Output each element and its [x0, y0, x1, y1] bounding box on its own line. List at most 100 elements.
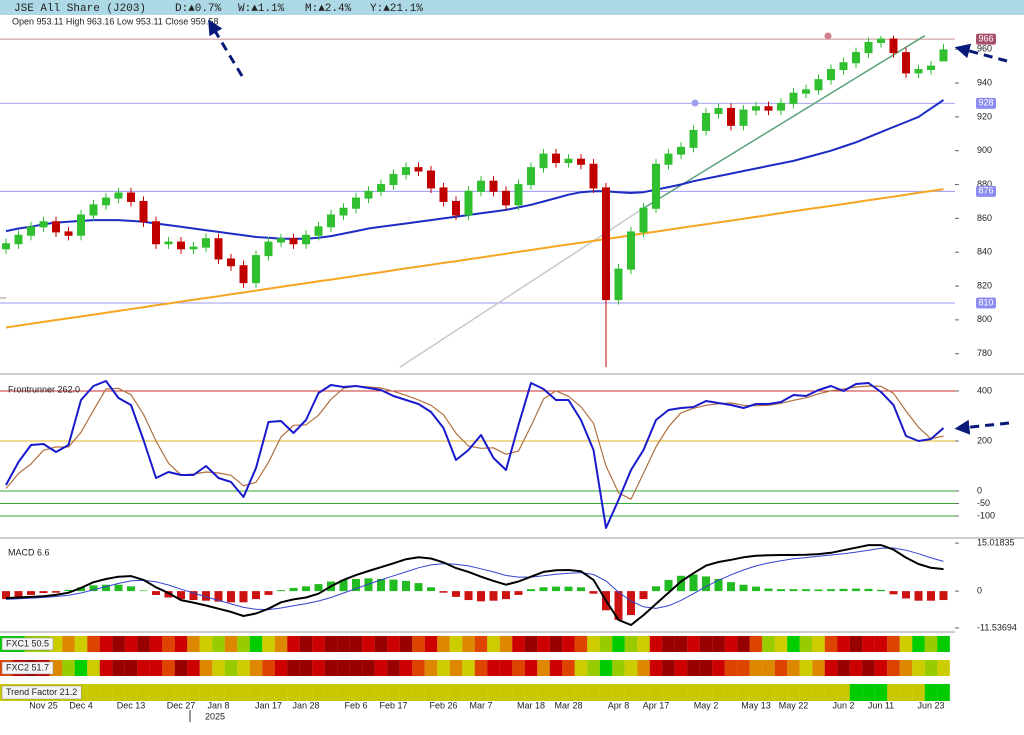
header-bar [0, 0, 1024, 15]
y-tick-label: 840 [977, 247, 992, 257]
histogram-bar [639, 591, 648, 600]
level-badge [976, 185, 996, 197]
candle-body [877, 38, 885, 43]
candle-body [14, 234, 23, 245]
histogram-bar [514, 591, 523, 595]
candle-body [377, 184, 385, 192]
strip-label: Trend Factor 21.2 [6, 687, 77, 697]
heat-cell [787, 660, 800, 676]
histogram-bar [627, 591, 635, 616]
x-tick-label: Feb 26 [429, 700, 457, 710]
candle-body [139, 200, 148, 223]
heat-cell [812, 636, 825, 652]
heat-cell [337, 636, 350, 652]
heat-cell [112, 636, 125, 652]
histogram-bar [702, 576, 710, 592]
histogram-bar [877, 589, 885, 592]
heat-cell [374, 684, 388, 701]
heat-cell [99, 636, 113, 652]
heat-cell [512, 684, 525, 701]
heat-cell [887, 660, 900, 676]
heat-cell [612, 636, 625, 652]
heat-cell [649, 684, 663, 701]
heat-cell [824, 660, 838, 676]
heat-cell [299, 684, 313, 701]
x-tick-label: Mar 28 [554, 700, 582, 710]
heat-cell [199, 636, 213, 652]
heat-cell [499, 684, 513, 701]
histogram-bar [764, 588, 773, 592]
heat-cell [112, 660, 125, 676]
heat-cell [624, 684, 638, 701]
heat-cell [749, 636, 763, 652]
x-tick-label: Jan 8 [207, 700, 229, 710]
heat-cell [749, 684, 763, 701]
heat-cell [637, 636, 650, 652]
heat-cell [287, 660, 300, 676]
histogram-bar [39, 591, 48, 594]
heat-cell [324, 660, 338, 676]
y-tick-label: 860 [977, 213, 992, 223]
heat-cell [487, 684, 500, 701]
heat-cell [849, 636, 863, 652]
heat-cell [487, 660, 500, 676]
heat-cell [537, 684, 550, 701]
histogram-bar [789, 589, 798, 592]
heat-cell [499, 660, 513, 676]
heat-cell [512, 660, 525, 676]
heat-cell [449, 684, 463, 701]
heat-cell [487, 636, 500, 652]
heat-cell [212, 684, 225, 701]
candle-body [527, 167, 535, 186]
heat-cell [337, 660, 350, 676]
heat-cell [287, 636, 300, 652]
x-tick-label: Feb 17 [379, 700, 407, 710]
plot: 960 940 920 900 880 860 840 820 800 780 966 928 876 8… [0, 33, 1017, 710]
candle-body [927, 65, 935, 71]
candle-body [339, 207, 348, 216]
heat-cell [699, 636, 713, 652]
histogram-bar [264, 591, 273, 595]
histogram-bar [2, 591, 10, 600]
histogram-bar [727, 582, 735, 592]
histogram-bar [564, 586, 573, 592]
heat-cell [587, 636, 600, 652]
histogram-bar [539, 587, 548, 592]
heat-cell [574, 684, 588, 701]
heat-cell [474, 636, 488, 652]
histogram-bar [939, 591, 948, 601]
heat-cell [537, 660, 550, 676]
candle-body [464, 190, 473, 216]
heat-cell [937, 684, 950, 701]
heat-cell [349, 684, 363, 701]
heat-cell [624, 660, 638, 676]
candle-body [914, 69, 923, 74]
stat: M:▲2.4% [305, 3, 352, 15]
candle-body [452, 200, 460, 216]
x-tick-label: May 22 [779, 700, 809, 710]
heat-cell [612, 684, 625, 701]
heat-cell [87, 660, 100, 676]
heat-cell [924, 636, 938, 652]
candle-body [264, 241, 273, 257]
heat-cell [912, 660, 925, 676]
heat-cell [74, 636, 88, 652]
heat-cell [162, 660, 175, 676]
heat-cell [287, 684, 300, 701]
heat-cell [824, 684, 838, 701]
candle-body [177, 241, 185, 250]
heat-cell [149, 636, 163, 652]
histogram-bar [914, 591, 923, 601]
candle-body [427, 170, 435, 189]
candle-body [739, 109, 748, 126]
candle-body [77, 214, 85, 236]
heat-cell [512, 636, 525, 652]
heat-cell [74, 660, 88, 676]
candle-body [277, 238, 285, 243]
heat-cell [637, 660, 650, 676]
heat-cell [774, 660, 788, 676]
heat-cell [799, 660, 813, 676]
x-tick-label: Dec 4 [69, 700, 93, 710]
y-tick-label: 200 [977, 435, 992, 445]
heat-cell [312, 636, 325, 652]
